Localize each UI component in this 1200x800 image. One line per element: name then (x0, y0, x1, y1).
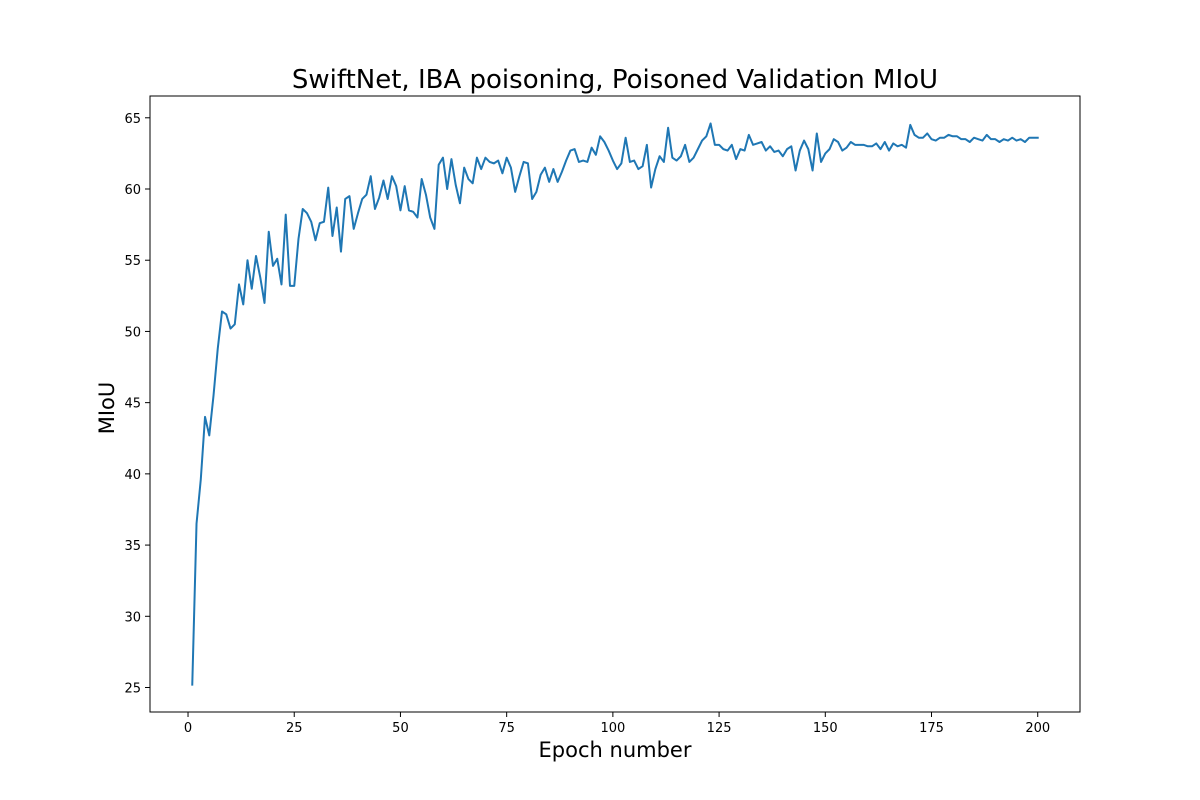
y-tick-label: 30 (124, 610, 141, 625)
y-tick-label: 25 (124, 682, 141, 697)
y-tick-label: 60 (124, 183, 141, 198)
x-tick-label: 0 (184, 721, 192, 736)
x-tick-label: 150 (813, 721, 838, 736)
x-tick-label: 100 (600, 721, 625, 736)
y-axis-label: MIoU (95, 382, 119, 435)
y-tick-label: 35 (124, 539, 141, 554)
x-tick-label: 125 (707, 721, 732, 736)
x-tick-label: 25 (286, 721, 303, 736)
y-tick-label: 55 (124, 254, 141, 269)
y-tick-label: 65 (124, 112, 141, 127)
axes-frame (149, 95, 1081, 713)
series-line-0 (191, 122, 1039, 686)
y-tick-label: 40 (124, 468, 141, 483)
plot-area: 0 25 50 75 100 125 150 175 200 25 30 35 40 45 50 55 60 65 (124, 95, 1081, 736)
x-tick-label: 50 (392, 721, 409, 736)
x-tick-label: 75 (498, 721, 515, 736)
chart-title: SwiftNet, IBA poisoning, Poisoned Valida… (292, 65, 938, 95)
x-axis-label: Epoch number (539, 738, 692, 762)
y-tick-label: 45 (124, 397, 141, 412)
x-tick-label: 175 (919, 721, 944, 736)
x-tick-label: 200 (1025, 721, 1050, 736)
y-tick-label: 50 (124, 325, 141, 340)
